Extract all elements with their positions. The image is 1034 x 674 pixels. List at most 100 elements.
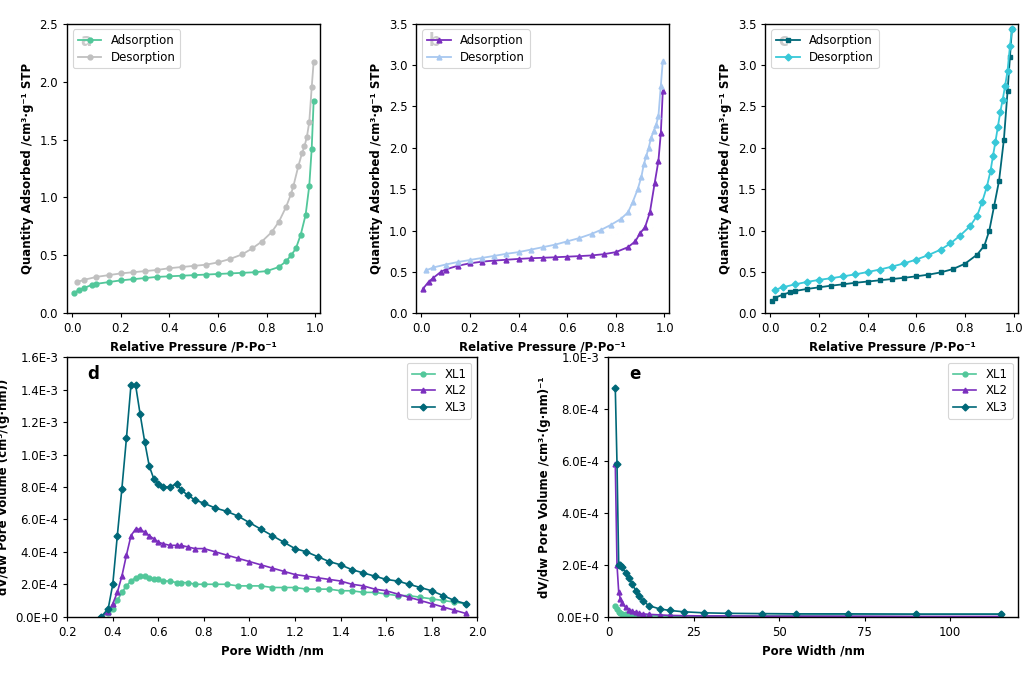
Desorption xyxy=(549,241,561,249)
Desorption xyxy=(655,82,667,90)
Desorption xyxy=(976,198,989,206)
Legend: XL1, XL2, XL3: XL1, XL2, XL3 xyxy=(406,363,472,419)
Desorption xyxy=(990,138,1002,146)
XL1 xyxy=(611,605,624,613)
XL1 xyxy=(614,609,627,617)
Desorption xyxy=(427,264,439,272)
Desorption xyxy=(992,123,1004,131)
XL1 xyxy=(95,613,108,621)
XL1 xyxy=(622,611,635,619)
XL2 xyxy=(220,551,233,559)
Adsorption xyxy=(648,179,661,187)
XL1 xyxy=(175,578,187,586)
Legend: Adsorption, Desorption: Adsorption, Desorption xyxy=(73,30,181,69)
XL1 xyxy=(664,612,676,620)
XL3 xyxy=(698,609,710,617)
Desorption xyxy=(649,121,662,129)
Desorption xyxy=(964,222,976,231)
XL1 xyxy=(116,588,128,596)
Adsorption xyxy=(1001,88,1013,96)
XL3 xyxy=(910,610,922,618)
XL1 xyxy=(139,572,151,580)
XL1 xyxy=(414,593,426,601)
Adsorption xyxy=(621,243,634,251)
Adsorption xyxy=(993,177,1005,185)
XL3 xyxy=(425,586,437,594)
XL2 xyxy=(129,525,142,533)
XL3 xyxy=(612,561,625,569)
Desorption xyxy=(200,261,212,269)
XL3 xyxy=(277,538,290,546)
Adsorption xyxy=(910,272,922,280)
XL1 xyxy=(995,610,1007,618)
Desorption xyxy=(640,152,652,160)
XL3 xyxy=(449,596,461,605)
XL3 xyxy=(111,532,123,540)
Adsorption xyxy=(303,182,315,190)
Adsorption xyxy=(861,278,874,286)
XL1 xyxy=(129,574,142,582)
XL3 xyxy=(220,508,233,516)
Desorption xyxy=(922,251,935,259)
Desorption xyxy=(246,245,258,253)
XL1 xyxy=(698,612,710,620)
XL1 xyxy=(300,585,312,593)
XL2 xyxy=(357,582,369,590)
Adsorption xyxy=(284,251,297,259)
XL3 xyxy=(107,580,119,588)
XL2 xyxy=(95,613,108,621)
Desorption xyxy=(954,232,967,240)
Adsorption xyxy=(978,241,991,249)
XL2 xyxy=(157,540,170,548)
XL2 xyxy=(266,564,278,572)
XL2 xyxy=(622,606,635,614)
XL2 xyxy=(116,572,128,580)
XL1 xyxy=(653,612,666,620)
Adsorption xyxy=(1006,26,1018,34)
Desorption xyxy=(647,127,660,135)
XL3 xyxy=(756,609,768,617)
Desorption xyxy=(1001,67,1013,75)
Desorption xyxy=(307,58,320,66)
XL3 xyxy=(790,610,802,618)
Desorption xyxy=(187,262,200,270)
Line: Adsorption: Adsorption xyxy=(421,89,665,291)
Text: d: d xyxy=(88,365,99,383)
Adsorption xyxy=(290,245,302,253)
Adsorption xyxy=(922,271,935,279)
XL2 xyxy=(842,612,854,620)
XL3 xyxy=(643,602,656,610)
X-axis label: Pore Width /nm: Pore Width /nm xyxy=(221,644,324,657)
Adsorption xyxy=(305,145,317,153)
Desorption xyxy=(139,267,151,275)
Adsorption xyxy=(78,284,90,292)
Desorption xyxy=(463,256,476,264)
XL1 xyxy=(182,578,194,586)
XL3 xyxy=(143,462,155,470)
XL1 xyxy=(188,580,201,588)
Desorption xyxy=(280,203,293,211)
Adsorption xyxy=(585,251,598,259)
Legend: Adsorption, Desorption: Adsorption, Desorption xyxy=(771,30,879,69)
XL1 xyxy=(643,612,656,620)
Adsorption xyxy=(1004,53,1016,61)
XL2 xyxy=(612,588,625,596)
XL1 xyxy=(125,577,138,585)
Desorption xyxy=(849,270,861,278)
Adsorption xyxy=(307,97,320,105)
Line: Desorption: Desorption xyxy=(772,27,1014,293)
Y-axis label: Quantity Adsorbed /cm³·g⁻¹ STP: Quantity Adsorbed /cm³·g⁻¹ STP xyxy=(370,63,384,274)
XL2 xyxy=(120,551,132,559)
XL1 xyxy=(633,611,645,619)
Desorption xyxy=(439,261,452,269)
X-axis label: Relative Pressure /P·Po⁻¹: Relative Pressure /P·Po⁻¹ xyxy=(111,341,277,354)
XL1 xyxy=(171,578,183,586)
XL2 xyxy=(636,610,648,618)
XL3 xyxy=(171,480,183,488)
Adsorption xyxy=(488,257,500,265)
Desorption xyxy=(997,96,1009,104)
XL2 xyxy=(152,538,164,546)
Desorption xyxy=(127,268,140,276)
X-axis label: Relative Pressure /P·Po⁻¹: Relative Pressure /P·Po⁻¹ xyxy=(459,341,627,354)
XL1 xyxy=(345,586,358,594)
